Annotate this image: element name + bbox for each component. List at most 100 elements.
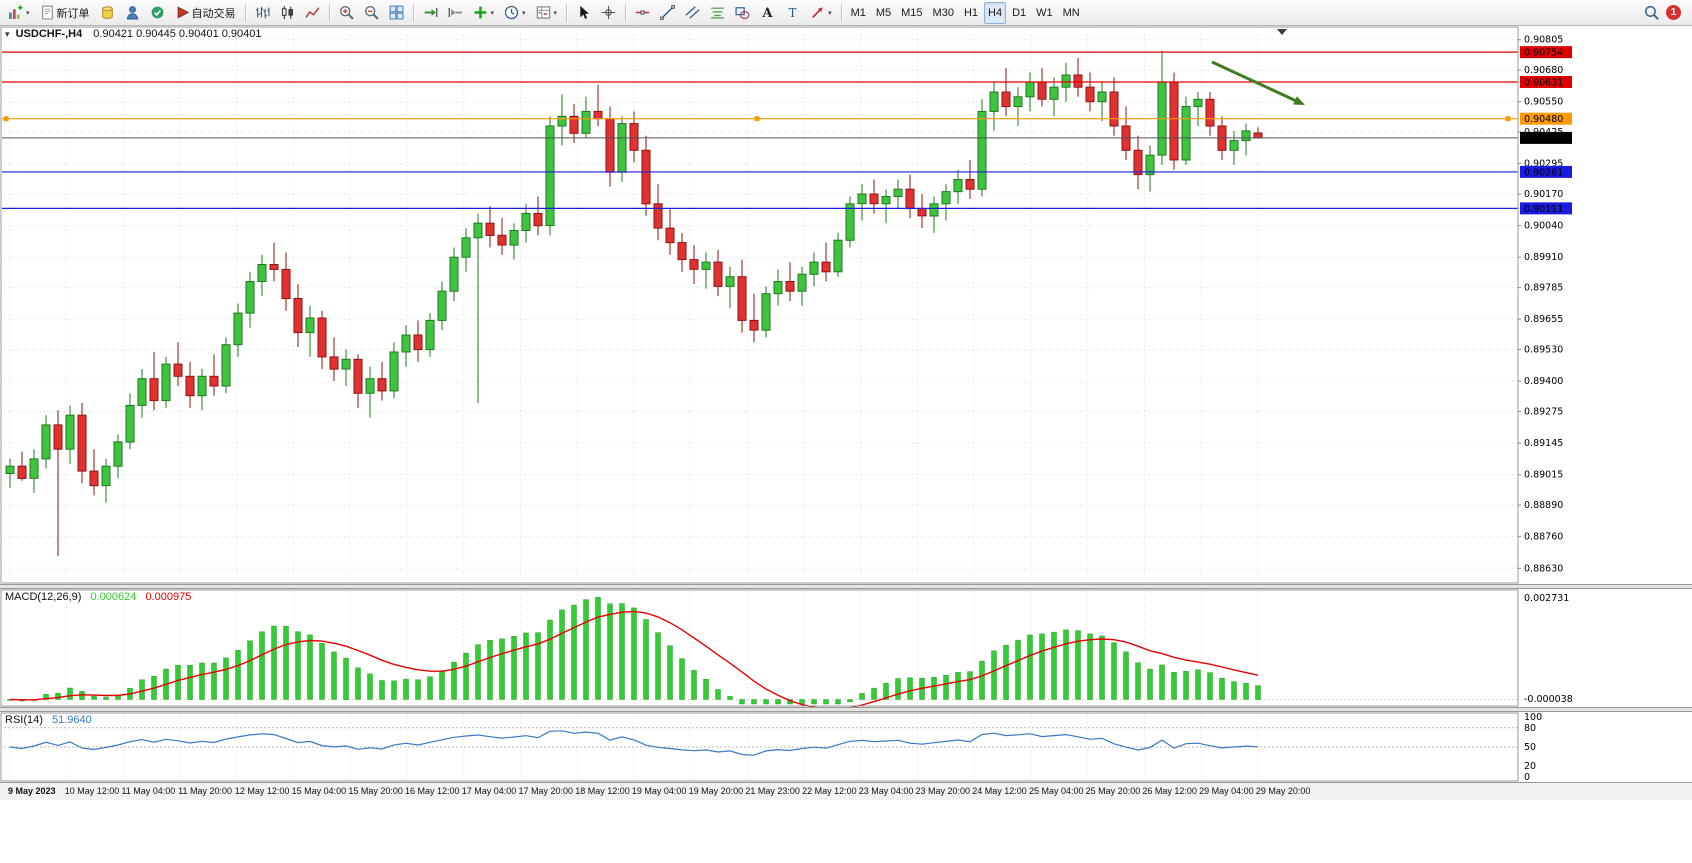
templates-button[interactable]: ▾ — [532, 2, 562, 24]
chart-shift-marker-icon[interactable] — [1277, 29, 1287, 35]
timeframe-d1-button[interactable]: D1 — [1008, 2, 1030, 24]
price-label-0.90480 — [1520, 112, 1572, 125]
notifications-badge[interactable]: 1 — [1666, 5, 1681, 20]
time-label: 26 May 12:00 — [1142, 786, 1197, 796]
text-button[interactable]: A — [756, 2, 779, 24]
person-icon — [125, 5, 140, 20]
time-label: 16 May 12:00 — [405, 786, 460, 796]
fibonacci-retracement-button[interactable] — [706, 2, 729, 24]
tile-windows-button[interactable] — [385, 2, 408, 24]
time-label: 22 May 12:00 — [802, 786, 857, 796]
time-label: 23 May 04:00 — [858, 786, 914, 796]
panel-splitter[interactable] — [0, 584, 1692, 589]
fibo-icon — [710, 5, 725, 20]
history-center-button[interactable] — [96, 2, 119, 24]
price-label-0.90754 — [1520, 46, 1572, 59]
data-window-button[interactable] — [121, 2, 144, 24]
rsi-line — [9, 730, 1259, 756]
macd-signal-line — [9, 610, 1259, 707]
textA-icon: A — [760, 5, 775, 20]
line-handle[interactable] — [1505, 116, 1511, 122]
rsi-axis-label: 20 — [1524, 761, 1536, 772]
price-tick: 0.89530 — [1524, 345, 1563, 356]
trend-arrow-head[interactable] — [1293, 96, 1305, 105]
bars-icon — [255, 5, 270, 20]
rsi-panel[interactable]: RSI(14) 51.9640 100 80 50 20 0 — [0, 712, 1692, 782]
bar-chart-button[interactable] — [251, 2, 274, 24]
time-label: 29 May 20:00 — [1255, 786, 1311, 796]
page-icon — [40, 5, 55, 20]
timeframe-m15-button[interactable]: M15 — [897, 2, 926, 24]
chart-shift-button[interactable] — [444, 2, 467, 24]
timeframe-m30-button[interactable]: M30 — [929, 2, 958, 24]
time-label: 29 May 04:00 — [1199, 786, 1254, 796]
timeframe-m1-label: M1 — [850, 6, 866, 19]
market-watch-button[interactable] — [146, 2, 169, 24]
price-tick: 0.89145 — [1524, 438, 1563, 449]
auto-trading-button[interactable]: 自动交易 — [171, 2, 240, 24]
arrow-tools-button[interactable]: ▾ — [806, 2, 836, 24]
price-tick: 0.88760 — [1524, 532, 1563, 543]
timeframe-m5-label: M5 — [875, 6, 892, 19]
line-chart-button[interactable] — [301, 2, 324, 24]
timeframe-m15-label: M15 — [901, 6, 923, 19]
toolbar: ▾ 新订单 自动交易 ▾ ▾ ▾ A T ▾ M1 M5 M15 M30 H1 H4 D1 W1 MN 1 — [0, 0, 1692, 26]
dropdown-caret-icon: ▾ — [26, 9, 30, 17]
macd-panel[interactable]: MACD(12,26,9) 0.000624 0.000975 0.002731… — [0, 589, 1692, 707]
cursor-button[interactable] — [572, 2, 595, 24]
dropdown-caret-icon: ▾ — [828, 9, 832, 17]
zoom-in-button[interactable] — [335, 2, 358, 24]
window-bottom-space — [0, 800, 1692, 863]
line-handle[interactable] — [754, 116, 760, 122]
time-axis[interactable]: 9 May 2023 10 May 12:00 11 May 04:00 11 May… — [0, 782, 1692, 800]
panel-splitter[interactable] — [0, 707, 1692, 712]
auto-scroll-button[interactable] — [419, 2, 442, 24]
shapes-button[interactable] — [731, 2, 754, 24]
channel-icon — [685, 5, 700, 20]
timeframe-h1-button[interactable]: H1 — [960, 2, 982, 24]
macd-svg: 0.002731 -0.000038 — [0, 589, 1573, 707]
new-order-button[interactable]: 新订单 — [36, 2, 94, 24]
text-label-button[interactable]: T — [781, 2, 804, 24]
new-chart-button[interactable]: ▾ — [4, 2, 34, 24]
candles — [5, 50, 1263, 557]
time-label: 19 May 04:00 — [631, 786, 687, 796]
timeframe-m5-button[interactable]: M5 — [872, 2, 895, 24]
magnifier-icon — [1644, 5, 1659, 20]
timeframe-mn-label: MN — [1062, 6, 1080, 19]
line-handle[interactable] — [3, 116, 9, 122]
time-label: 23 May 20:00 — [915, 786, 971, 796]
time-label: 15 May 04:00 — [291, 786, 347, 796]
timeframe-mn-button[interactable]: MN — [1059, 2, 1084, 24]
clock-icon — [504, 5, 519, 20]
equidistant-channel-button[interactable] — [681, 2, 704, 24]
autoscroll-icon — [423, 5, 438, 20]
rsi-frame — [0, 712, 1519, 782]
periods-button[interactable]: ▾ — [500, 2, 530, 24]
horizontal-line-button[interactable] — [631, 2, 654, 24]
trend-line-button[interactable] — [656, 2, 679, 24]
candlestick-chart-button[interactable] — [276, 2, 299, 24]
zoom-out-button[interactable] — [360, 2, 383, 24]
crosshair-icon — [601, 5, 616, 20]
indicators-list-button[interactable]: ▾ — [469, 2, 499, 24]
cylinder-icon — [100, 5, 115, 20]
bid-price-label-text: 0.90401 — [1524, 133, 1563, 144]
timeframe-m30-label: M30 — [932, 6, 954, 19]
crosshair-button[interactable] — [597, 2, 620, 24]
chart-window: ▾ USDCHF-,H4 0.90421 0.90445 0.90401 0.9… — [0, 26, 1692, 800]
price-tick: 0.90680 — [1524, 65, 1563, 76]
search-button[interactable] — [1640, 2, 1663, 24]
candle-icon — [280, 5, 295, 20]
timeframe-w1-button[interactable]: W1 — [1032, 2, 1057, 24]
grid — [4, 30, 1518, 578]
trend-arrow-annotation[interactable] — [1211, 60, 1301, 104]
toolbar-separator — [244, 3, 246, 22]
headset-icon — [150, 5, 165, 20]
play-icon — [175, 5, 190, 20]
timeframe-m1-button[interactable]: M1 — [847, 2, 870, 24]
timeframe-h4-button[interactable]: H4 — [984, 1, 1007, 24]
main-chart-panel[interactable]: ▾ USDCHF-,H4 0.90421 0.90445 0.90401 0.9… — [0, 26, 1692, 584]
time-label: 17 May 20:00 — [518, 786, 574, 796]
